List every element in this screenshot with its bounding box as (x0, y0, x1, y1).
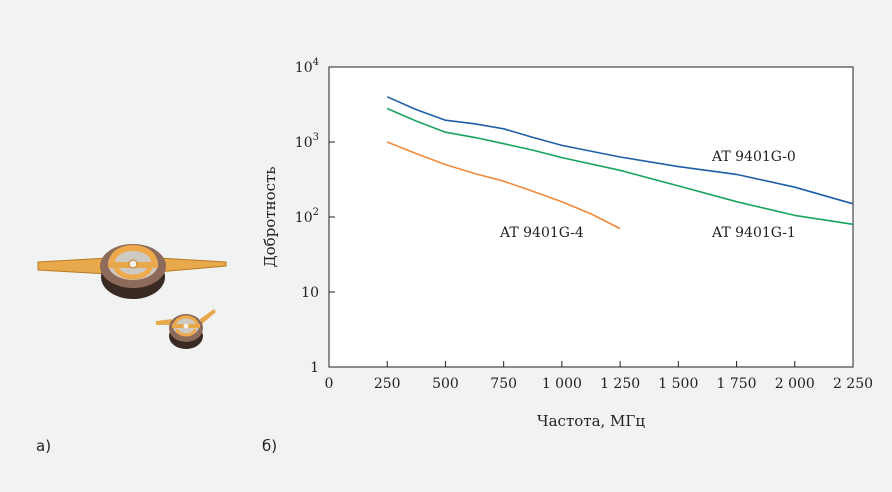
plot-area (328, 66, 854, 368)
y-tick-base: 1 (310, 360, 319, 376)
panel-label-b: б) (262, 437, 278, 455)
x-tick-label: 2 250 (833, 376, 873, 392)
y-tick-base: 10 (295, 210, 313, 226)
series-lines: AT 9401G-0 AT 9401G-1 AT 9401G-4 (386, 96, 854, 241)
x-tick-label: 1 750 (717, 376, 757, 392)
y-tick-base: 10 (301, 285, 319, 301)
x-tick-label: 500 (432, 376, 459, 392)
x-tick-label: 1 000 (542, 376, 582, 392)
x-tick-label: 750 (490, 376, 517, 392)
y-tick-base: 10 (295, 60, 313, 76)
x-axis-title: Частота, МГц (537, 412, 645, 430)
y-tick-exponent: 3 (313, 132, 319, 143)
series-line (386, 96, 854, 205)
series-line (386, 141, 621, 230)
y-tick-label: 10 (301, 285, 319, 301)
x-tick-label: 250 (374, 376, 401, 392)
series-line (386, 107, 854, 226)
y-tick-label: 1 (310, 360, 319, 376)
y-axis-title: Добротность (261, 166, 279, 267)
series-label: AT 9401G-4 (499, 225, 584, 241)
x-tick-label: 2 000 (775, 376, 815, 392)
x-axis-ticks: 0 250 500 750 1 000 1 250 1 500 1 750 2 000 2 250 (325, 361, 873, 392)
y-tick-label: 103 (295, 132, 319, 151)
x-tick-label: 1 500 (658, 376, 698, 392)
series-label: AT 9401G-0 (711, 149, 796, 165)
y-tick-base: 10 (295, 135, 313, 151)
x-tick-label: 0 (325, 376, 334, 392)
small-component-image (156, 309, 216, 349)
large-component-image (37, 244, 227, 299)
y-tick-label: 102 (295, 207, 319, 226)
y-tick-exponent: 4 (313, 57, 319, 68)
panel-label-a: а) (36, 437, 52, 455)
series-label: AT 9401G-1 (711, 225, 796, 241)
x-tick-label: 1 250 (600, 376, 640, 392)
y-tick-label: 104 (295, 57, 319, 76)
y-tick-exponent: 2 (313, 207, 319, 218)
